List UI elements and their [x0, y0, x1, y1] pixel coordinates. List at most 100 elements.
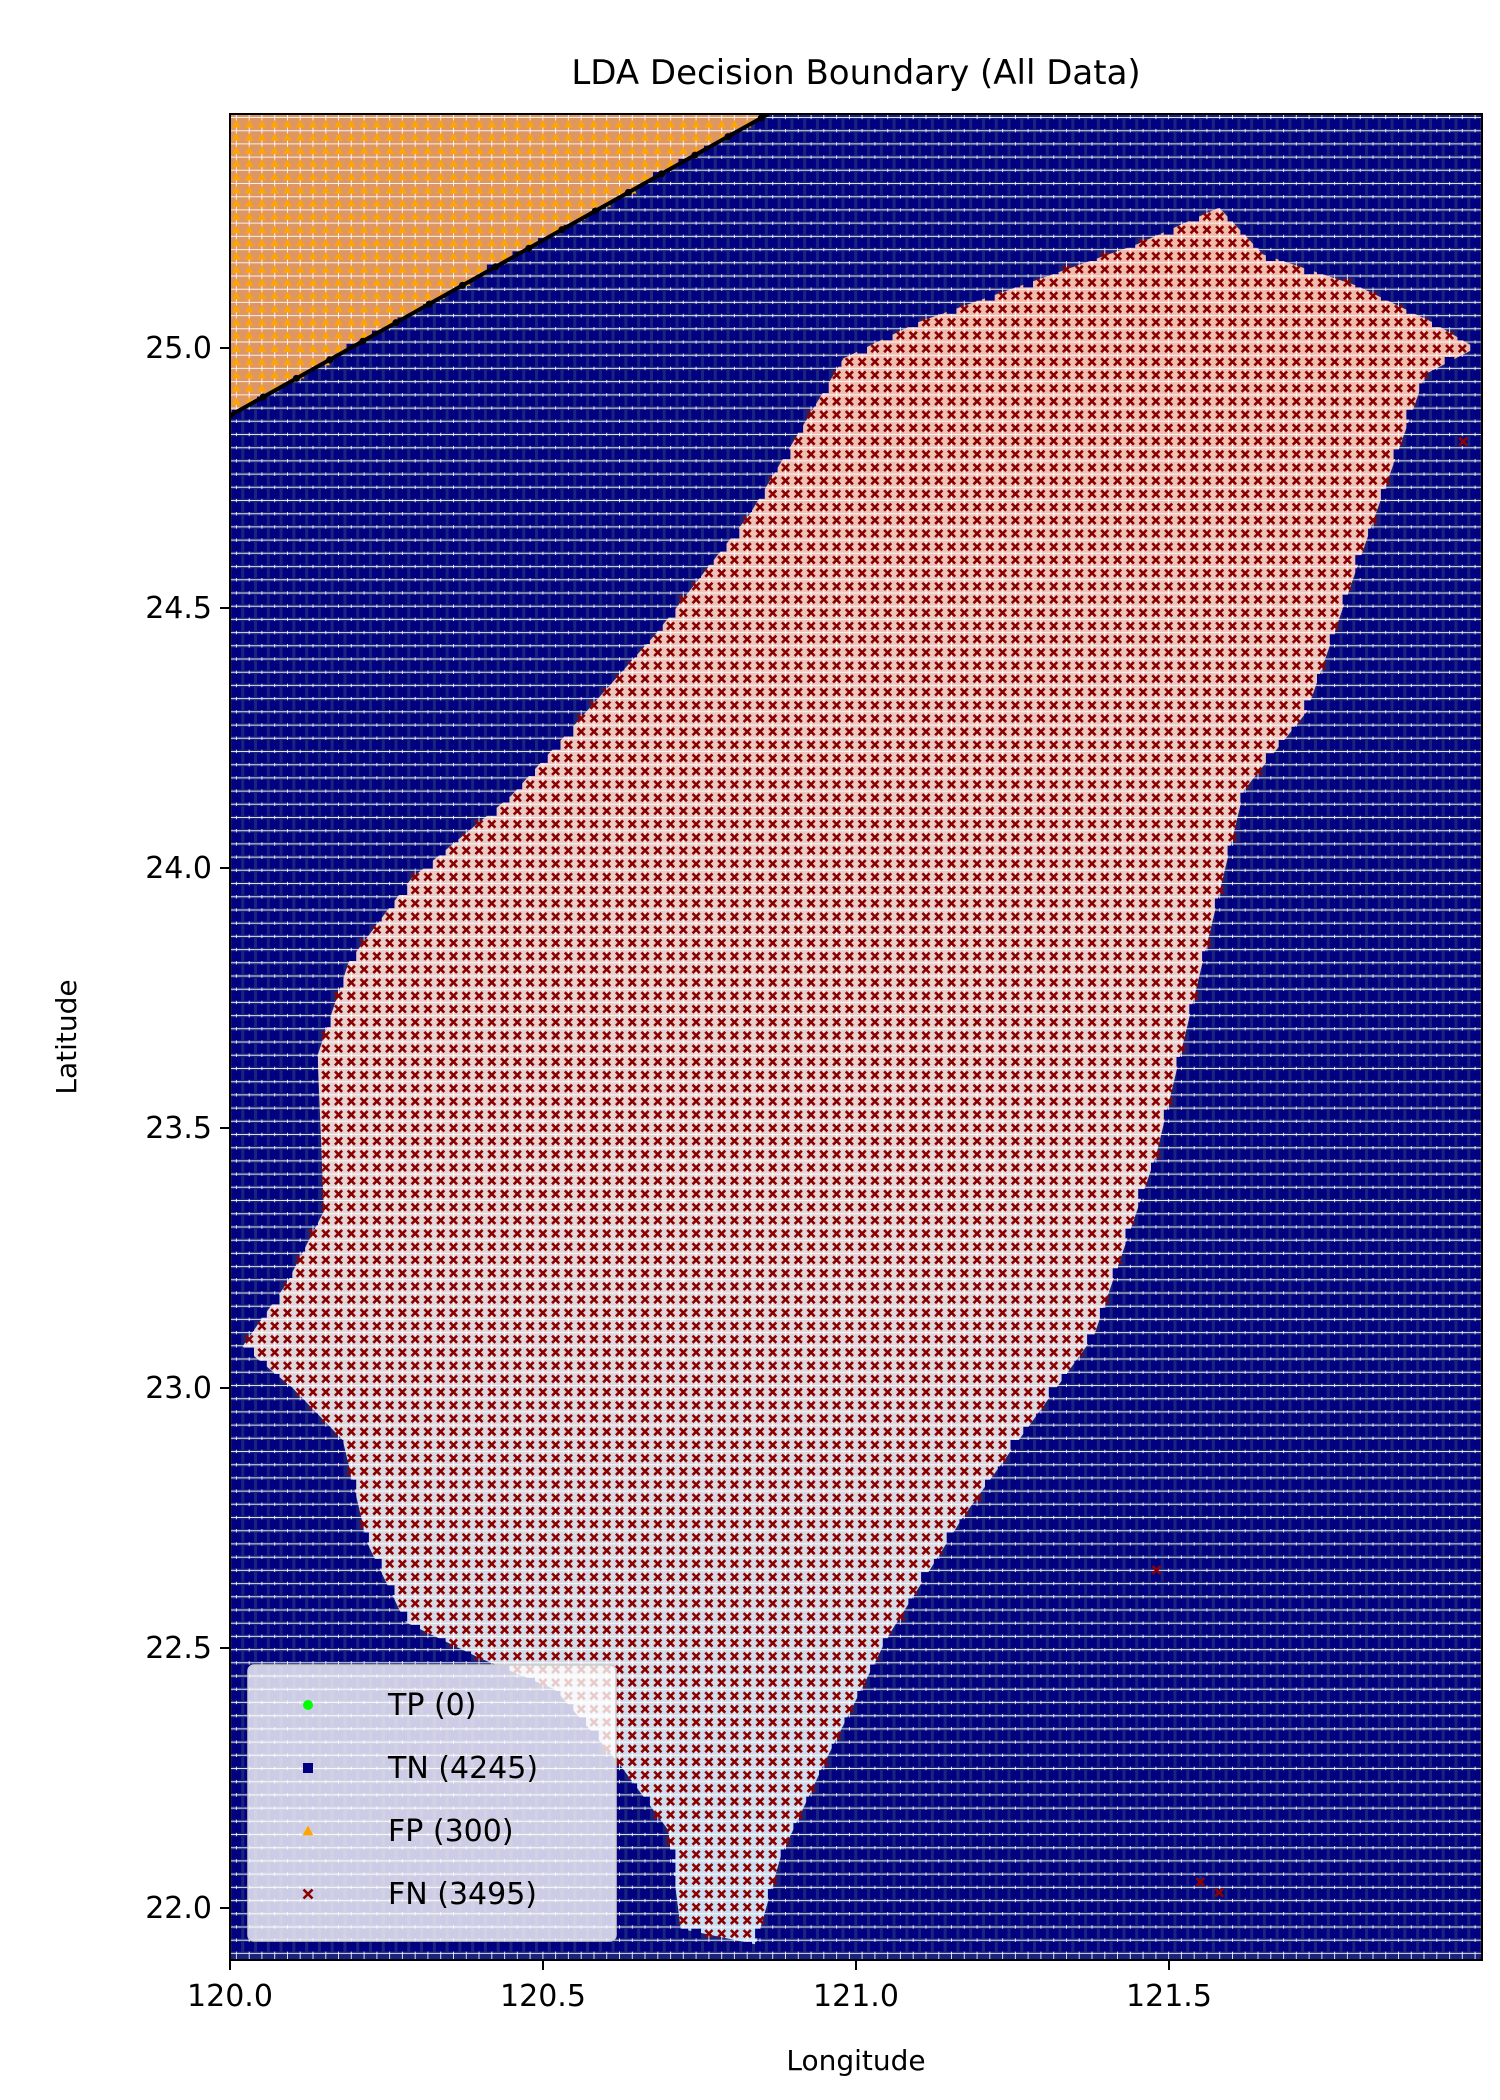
tn-point — [1304, 1334, 1314, 1345]
tn-point — [231, 1717, 242, 1728]
tn-point — [1023, 1585, 1033, 1595]
fn-point — [640, 1744, 650, 1754]
fn-point — [487, 1625, 497, 1635]
fn-point — [487, 1585, 497, 1595]
fn-point — [729, 1876, 739, 1886]
tn-point — [678, 1928, 689, 1939]
tn-point — [1278, 1492, 1289, 1503]
tn-point — [1189, 1757, 1199, 1767]
tn-point — [1265, 1809, 1276, 1820]
tn-point — [895, 1770, 906, 1780]
tn-point — [1074, 1928, 1085, 1939]
tn-point — [1317, 1704, 1327, 1714]
tn-point — [972, 1572, 982, 1582]
tn-point — [1291, 1796, 1302, 1807]
fn-point — [819, 1585, 829, 1595]
tn-point — [1214, 1387, 1225, 1397]
fn-point — [832, 1559, 842, 1569]
fn-point — [614, 1572, 625, 1582]
tn-point — [1393, 1545, 1404, 1556]
tn-point — [1227, 1532, 1238, 1543]
fn-point — [627, 1585, 637, 1595]
tn-point — [882, 1638, 893, 1648]
tn-point — [231, 1823, 242, 1833]
tn-point — [1355, 1691, 1365, 1701]
tn-point — [1368, 1757, 1378, 1767]
fn-point — [653, 1770, 663, 1780]
tn-point — [921, 1875, 931, 1886]
tn-point — [1125, 1360, 1136, 1371]
tn-point — [1023, 1915, 1033, 1926]
tn-point — [1432, 1757, 1442, 1767]
tn-point — [1087, 1717, 1097, 1728]
tn-point — [1444, 1360, 1455, 1371]
tn-point — [1189, 1440, 1199, 1450]
tn-point — [1380, 1691, 1391, 1701]
tn-point — [1227, 1558, 1238, 1569]
tn-point — [806, 1836, 816, 1846]
tn-point — [1368, 1717, 1378, 1728]
tn-point — [1240, 1757, 1251, 1767]
tn-point — [308, 1638, 318, 1648]
tn-point — [1138, 1506, 1148, 1516]
tn-point — [793, 1915, 804, 1926]
tn-point — [1202, 1664, 1212, 1675]
tn-point — [640, 1862, 650, 1873]
tn-point — [1355, 1400, 1365, 1411]
fn-point — [729, 1889, 739, 1899]
tn-point — [1342, 1466, 1353, 1477]
tn-point — [1176, 1558, 1187, 1569]
fn-point — [742, 1638, 752, 1648]
tn-point — [282, 1941, 293, 1952]
tn-point — [1470, 1558, 1480, 1569]
tn-point — [1125, 1492, 1136, 1503]
tn-point — [1470, 1413, 1480, 1424]
fn-point — [538, 1572, 548, 1582]
fn-point — [704, 1585, 714, 1595]
tn-point — [1457, 1598, 1468, 1609]
tn-point — [1393, 1704, 1404, 1714]
tn-point — [1151, 1466, 1161, 1477]
tn-point — [1342, 1506, 1353, 1516]
tn-point — [1125, 1558, 1136, 1569]
tn-point — [614, 1875, 625, 1886]
tn-point — [946, 1849, 957, 1860]
tn-point — [1010, 1506, 1021, 1516]
tn-point — [959, 1928, 970, 1939]
tn-point — [1048, 1902, 1059, 1912]
tn-point — [870, 1875, 880, 1886]
tn-point — [1061, 1466, 1072, 1477]
tn-point — [1048, 1585, 1059, 1595]
tn-point — [1189, 1572, 1199, 1582]
tn-point — [1317, 1387, 1327, 1397]
tn-point — [257, 1360, 267, 1371]
tn-point — [269, 1400, 280, 1411]
tn-point — [1393, 1440, 1404, 1450]
fn-point — [780, 1717, 791, 1727]
tn-point — [550, 1941, 561, 1952]
fn-point — [870, 1612, 880, 1622]
tn-point — [627, 1796, 638, 1807]
fn-point — [627, 1612, 637, 1622]
fn-point — [717, 1757, 727, 1767]
tn-point — [1074, 1400, 1085, 1411]
tn-point — [1202, 1691, 1212, 1701]
tn-point — [1329, 1585, 1340, 1595]
fn-point — [768, 1757, 778, 1767]
tn-point — [959, 1717, 970, 1728]
tn-point — [1240, 1572, 1251, 1582]
tn-point — [1176, 1691, 1187, 1701]
tn-point — [1304, 1809, 1314, 1820]
tn-point — [1380, 1532, 1391, 1543]
fn-point — [678, 1863, 688, 1873]
tn-point — [1227, 1889, 1238, 1899]
tn-point — [1048, 1532, 1059, 1543]
fn-point — [806, 1572, 816, 1582]
fn-point — [474, 1585, 484, 1595]
tn-point — [1048, 1624, 1059, 1635]
tn-point — [244, 1479, 254, 1490]
tn-point — [333, 1624, 344, 1635]
tn-point — [1074, 1757, 1085, 1767]
tn-point — [997, 1941, 1008, 1952]
tn-point — [1278, 1440, 1289, 1450]
